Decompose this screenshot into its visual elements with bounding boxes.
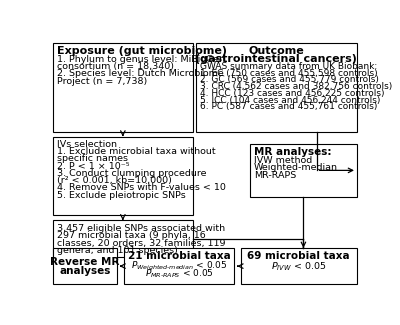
Text: Project (n = 7,738): Project (n = 7,738) (57, 77, 147, 85)
Text: 4. Remove SNPs with F-values < 10: 4. Remove SNPs with F-values < 10 (57, 183, 226, 192)
Text: 21 microbial taxa: 21 microbial taxa (128, 251, 231, 261)
Text: specific names: specific names (57, 154, 128, 163)
Text: 1. Exclude microbial taxa without: 1. Exclude microbial taxa without (57, 147, 216, 156)
Text: $P_{IVW}$ < 0.05: $P_{IVW}$ < 0.05 (271, 261, 326, 273)
Bar (53, 248, 117, 284)
Text: 5. ICC (104 cases and 456,244 controls): 5. ICC (104 cases and 456,244 controls) (200, 96, 380, 105)
Text: classes, 20 orders, 32 families, 119: classes, 20 orders, 32 families, 119 (57, 239, 226, 248)
Text: (r² < 0.001, kb=10,000): (r² < 0.001, kb=10,000) (57, 176, 172, 185)
Bar (250, 144, 357, 197)
Text: analyses: analyses (59, 266, 110, 276)
Text: MR analyses:: MR analyses: (254, 147, 332, 157)
Text: 1. EC (750 cases and 455,598 controls): 1. EC (750 cases and 455,598 controls) (200, 69, 377, 78)
Text: GWAS summary data from UK Biobank:: GWAS summary data from UK Biobank: (200, 62, 377, 71)
Text: Exposure (gut microbiome): Exposure (gut microbiome) (57, 46, 227, 56)
Bar (53, 136, 193, 215)
Text: MR-RAPS: MR-RAPS (254, 171, 296, 180)
Text: 5. Exclude pleiotropic SNPs: 5. Exclude pleiotropic SNPs (57, 191, 186, 200)
Text: 69 microbial taxa: 69 microbial taxa (248, 251, 350, 261)
Text: IVW method: IVW method (254, 156, 312, 165)
Bar (124, 248, 234, 284)
Bar (53, 220, 193, 257)
Text: 2. Species level: Dutch Microbiome: 2. Species level: Dutch Microbiome (57, 69, 224, 78)
Text: 2. GC (569 cases and 455,779 controls): 2. GC (569 cases and 455,779 controls) (200, 75, 379, 84)
Text: IVs selection: IVs selection (57, 140, 117, 149)
Text: $P_{\mathit{Weighted\text{-}median}}$ < 0.05: $P_{\mathit{Weighted\text{-}median}}$ < … (131, 260, 228, 273)
Text: Reverse MR: Reverse MR (50, 257, 120, 266)
Text: 3,457 eligible SNPs associated with: 3,457 eligible SNPs associated with (57, 224, 225, 233)
Text: (gastrointestinal cancers): (gastrointestinal cancers) (195, 54, 357, 64)
Text: Outcome: Outcome (248, 46, 304, 56)
Text: 1. Phylum to genus level: MiBioGen: 1. Phylum to genus level: MiBioGen (57, 55, 225, 64)
Text: 3. Conduct clumping procedure: 3. Conduct clumping procedure (57, 169, 207, 178)
Text: 3. CRC (4,562 cases and 382,756 controls): 3. CRC (4,562 cases and 382,756 controls… (200, 82, 392, 91)
Text: Weighted-median: Weighted-median (254, 163, 338, 172)
Text: 4. HCC (123 cases and 456,225 controls): 4. HCC (123 cases and 456,225 controls) (200, 89, 384, 98)
Text: consortium (n = 18,340): consortium (n = 18,340) (57, 62, 174, 71)
Text: 6. PC (587 cases and 455,761 controls): 6. PC (587 cases and 455,761 controls) (200, 102, 377, 111)
Bar (196, 43, 357, 132)
Text: 297 microbial taxa (9 phyla, 16: 297 microbial taxa (9 phyla, 16 (57, 231, 206, 240)
Bar (241, 248, 357, 284)
Bar (53, 43, 193, 132)
Text: genera, and 101 species): genera, and 101 species) (57, 246, 178, 255)
Text: 2. P < 1 × 10⁻⁵: 2. P < 1 × 10⁻⁵ (57, 162, 130, 171)
Text: $P_{\mathit{MR\text{-}RAPS}}$ < 0.05: $P_{\mathit{MR\text{-}RAPS}}$ < 0.05 (145, 267, 214, 280)
